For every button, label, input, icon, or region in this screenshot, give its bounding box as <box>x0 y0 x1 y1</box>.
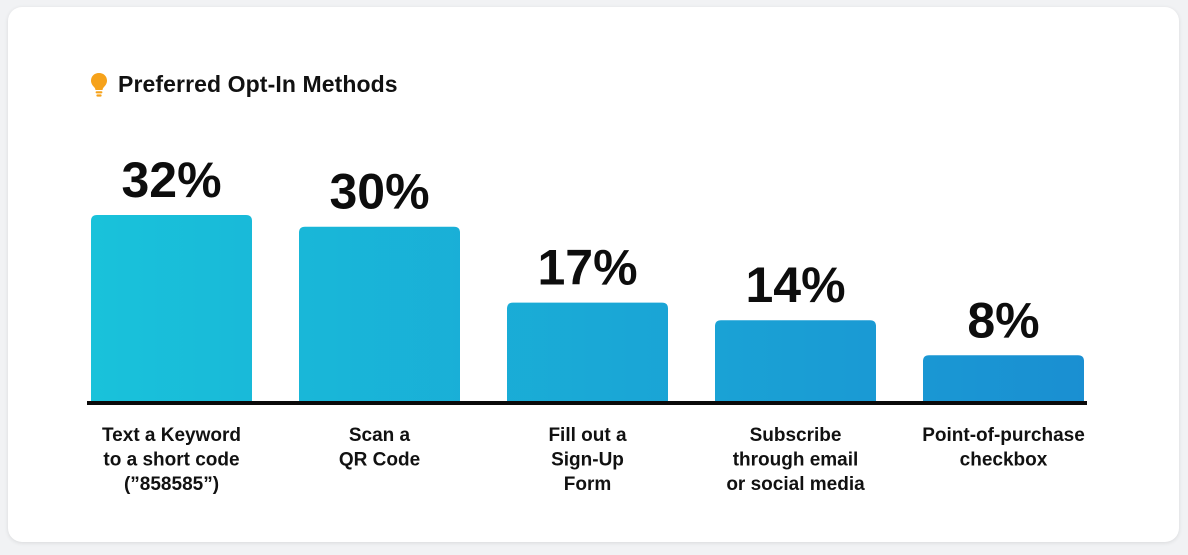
category-label-line: Subscribe <box>750 425 842 446</box>
bar-2 <box>299 226 460 402</box>
bar-value-label-1: 32% <box>121 152 221 208</box>
bar-4 <box>715 320 876 402</box>
category-label-line: Sign-Up <box>551 450 624 471</box>
category-label-line: checkbox <box>960 450 1048 471</box>
category-label-2: Scan a QR Code <box>339 425 420 471</box>
category-label-line: to a short code <box>103 450 239 471</box>
bar-value-label-3: 17% <box>537 240 637 296</box>
category-label-4: Subscribe through email or social media <box>726 425 865 495</box>
bar-3 <box>507 302 668 402</box>
category-label-5: Point-of-purchase checkbox <box>922 425 1085 471</box>
chart-title: Preferred Opt-In Methods <box>118 71 398 97</box>
category-label-line: or social media <box>726 474 865 495</box>
bar-value-label-2: 30% <box>329 164 429 220</box>
category-label-line: through email <box>733 450 859 471</box>
category-label-line: (”858585”) <box>124 474 219 495</box>
category-label-line: Scan a <box>349 425 411 446</box>
chart-header: Preferred Opt-In Methods <box>90 71 398 98</box>
category-label-3: Fill out a Sign-Up Form <box>548 425 627 495</box>
category-label-line: Form <box>564 474 612 495</box>
bar-5 <box>923 355 1084 402</box>
bar-1 <box>91 215 252 402</box>
bar-value-label-5: 8% <box>967 292 1039 348</box>
category-label-line: Text a Keyword <box>102 425 241 446</box>
category-label-line: QR Code <box>339 450 420 471</box>
category-label-line: Fill out a <box>548 425 627 446</box>
category-label-line: Point-of-purchase <box>922 425 1085 446</box>
lightbulb-icon <box>91 72 107 97</box>
category-label-1: Text a Keyword to a short code (”858585”) <box>102 425 241 495</box>
bar-value-label-4: 14% <box>745 257 845 313</box>
